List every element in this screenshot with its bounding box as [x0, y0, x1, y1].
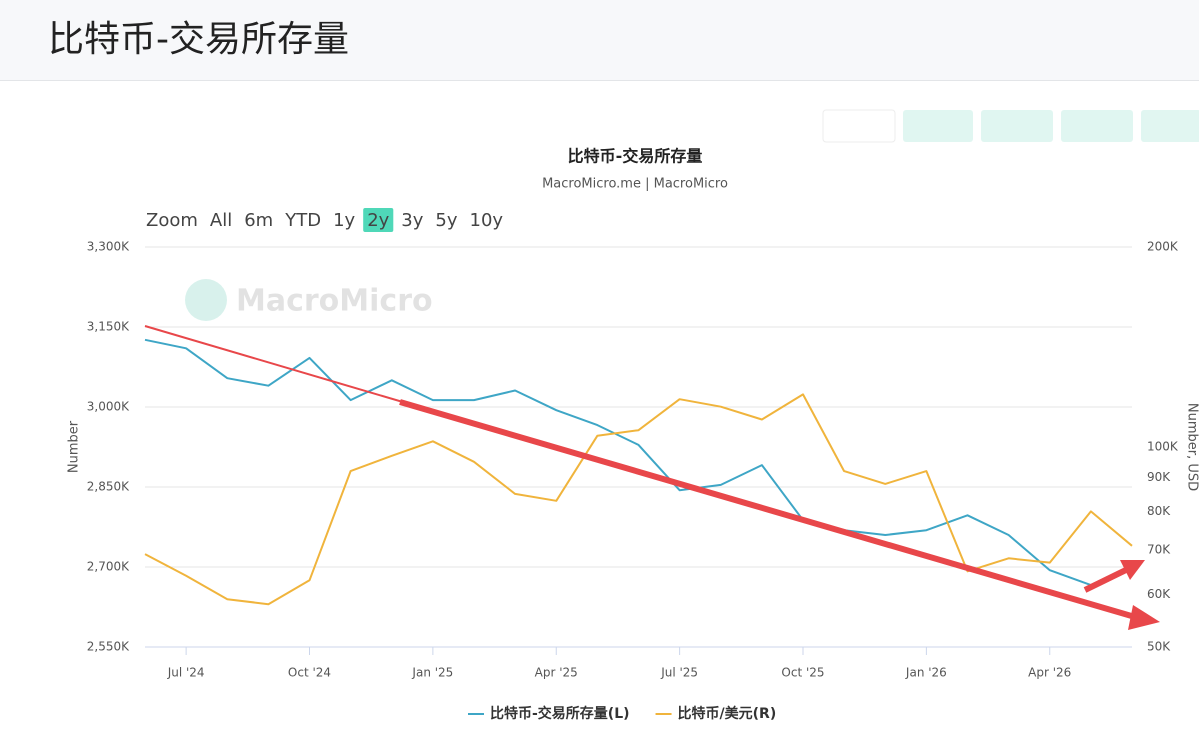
y-axis-title: Number: [67, 420, 82, 473]
legend-label[interactable]: 比特币/美元(R): [678, 705, 777, 722]
y2-tick-label: 200K: [1147, 240, 1179, 254]
zoom-button-bg: [363, 208, 394, 232]
zoom-button[interactable]: All: [210, 210, 232, 231]
x-tick-label: Jan '25: [411, 666, 453, 680]
zoom-button[interactable]: 5y: [435, 210, 457, 231]
chart-title: 比特币-交易所存量: [568, 147, 703, 166]
toolbar-button[interactable]: [903, 110, 973, 142]
toolbar-button[interactable]: [822, 109, 896, 143]
y-tick-label: 3,000K: [87, 400, 130, 414]
toolbar-button[interactable]: [1141, 110, 1199, 142]
x-tick-label: Apr '26: [1028, 666, 1071, 680]
page-header: 比特币-交易所存量: [0, 0, 1199, 81]
x-tick-label: Jul '24: [167, 666, 205, 680]
series-line: [144, 338, 1092, 587]
x-tick-label: Jan '26: [905, 666, 947, 680]
y2-tick-label: 50K: [1147, 640, 1171, 654]
y2-tick-label: 100K: [1147, 440, 1179, 454]
legend-label[interactable]: 比特币-交易所存量(L): [490, 705, 630, 722]
y2-tick-label: 80K: [1147, 504, 1171, 518]
zoom-button[interactable]: 10y: [470, 210, 504, 231]
toolbar: [822, 109, 1199, 143]
watermark-logo: [185, 279, 227, 321]
trend-arrow: [399, 399, 1136, 620]
y2-tick-label: 90K: [1147, 470, 1171, 484]
toolbar-button[interactable]: [1061, 110, 1133, 142]
zoom-label: Zoom: [146, 210, 198, 231]
y-tick-label: 3,300K: [87, 240, 130, 254]
y-tick-label: 2,700K: [87, 560, 130, 574]
watermark: MacroMicro: [185, 279, 433, 321]
zoom-button[interactable]: 2y: [367, 210, 389, 231]
series-line: [144, 393, 1133, 606]
arrow-head: [1128, 605, 1160, 630]
trend-annotation: [144, 325, 1160, 630]
x-tick-label: Oct '24: [288, 666, 331, 680]
zoom-button[interactable]: 3y: [401, 210, 423, 231]
y2-tick-label: 60K: [1147, 587, 1171, 601]
x-tick-label: Apr '25: [535, 666, 578, 680]
zoom-button[interactable]: 1y: [333, 210, 355, 231]
x-tick-label: Oct '25: [781, 666, 824, 680]
y-tick-label: 2,850K: [87, 480, 130, 494]
y-tick-label: 3,150K: [87, 320, 130, 334]
chart-subtitle: MacroMicro.me | MacroMicro: [542, 177, 728, 192]
toolbar-button[interactable]: [981, 110, 1053, 142]
arrow-head: [1120, 560, 1145, 580]
zoom-button[interactable]: YTD: [284, 210, 321, 231]
page-title: 比特币-交易所存量: [48, 19, 349, 60]
watermark-text: MacroMicro: [236, 284, 433, 319]
zoom-button[interactable]: 6m: [244, 210, 273, 231]
y2-axis-title: Number, USD: [1185, 403, 1199, 491]
y2-tick-label: 70K: [1147, 542, 1171, 556]
y-tick-label: 2,550K: [87, 640, 130, 654]
x-tick-label: Jul '25: [660, 666, 698, 680]
rebound-arrow: [1083, 565, 1132, 593]
